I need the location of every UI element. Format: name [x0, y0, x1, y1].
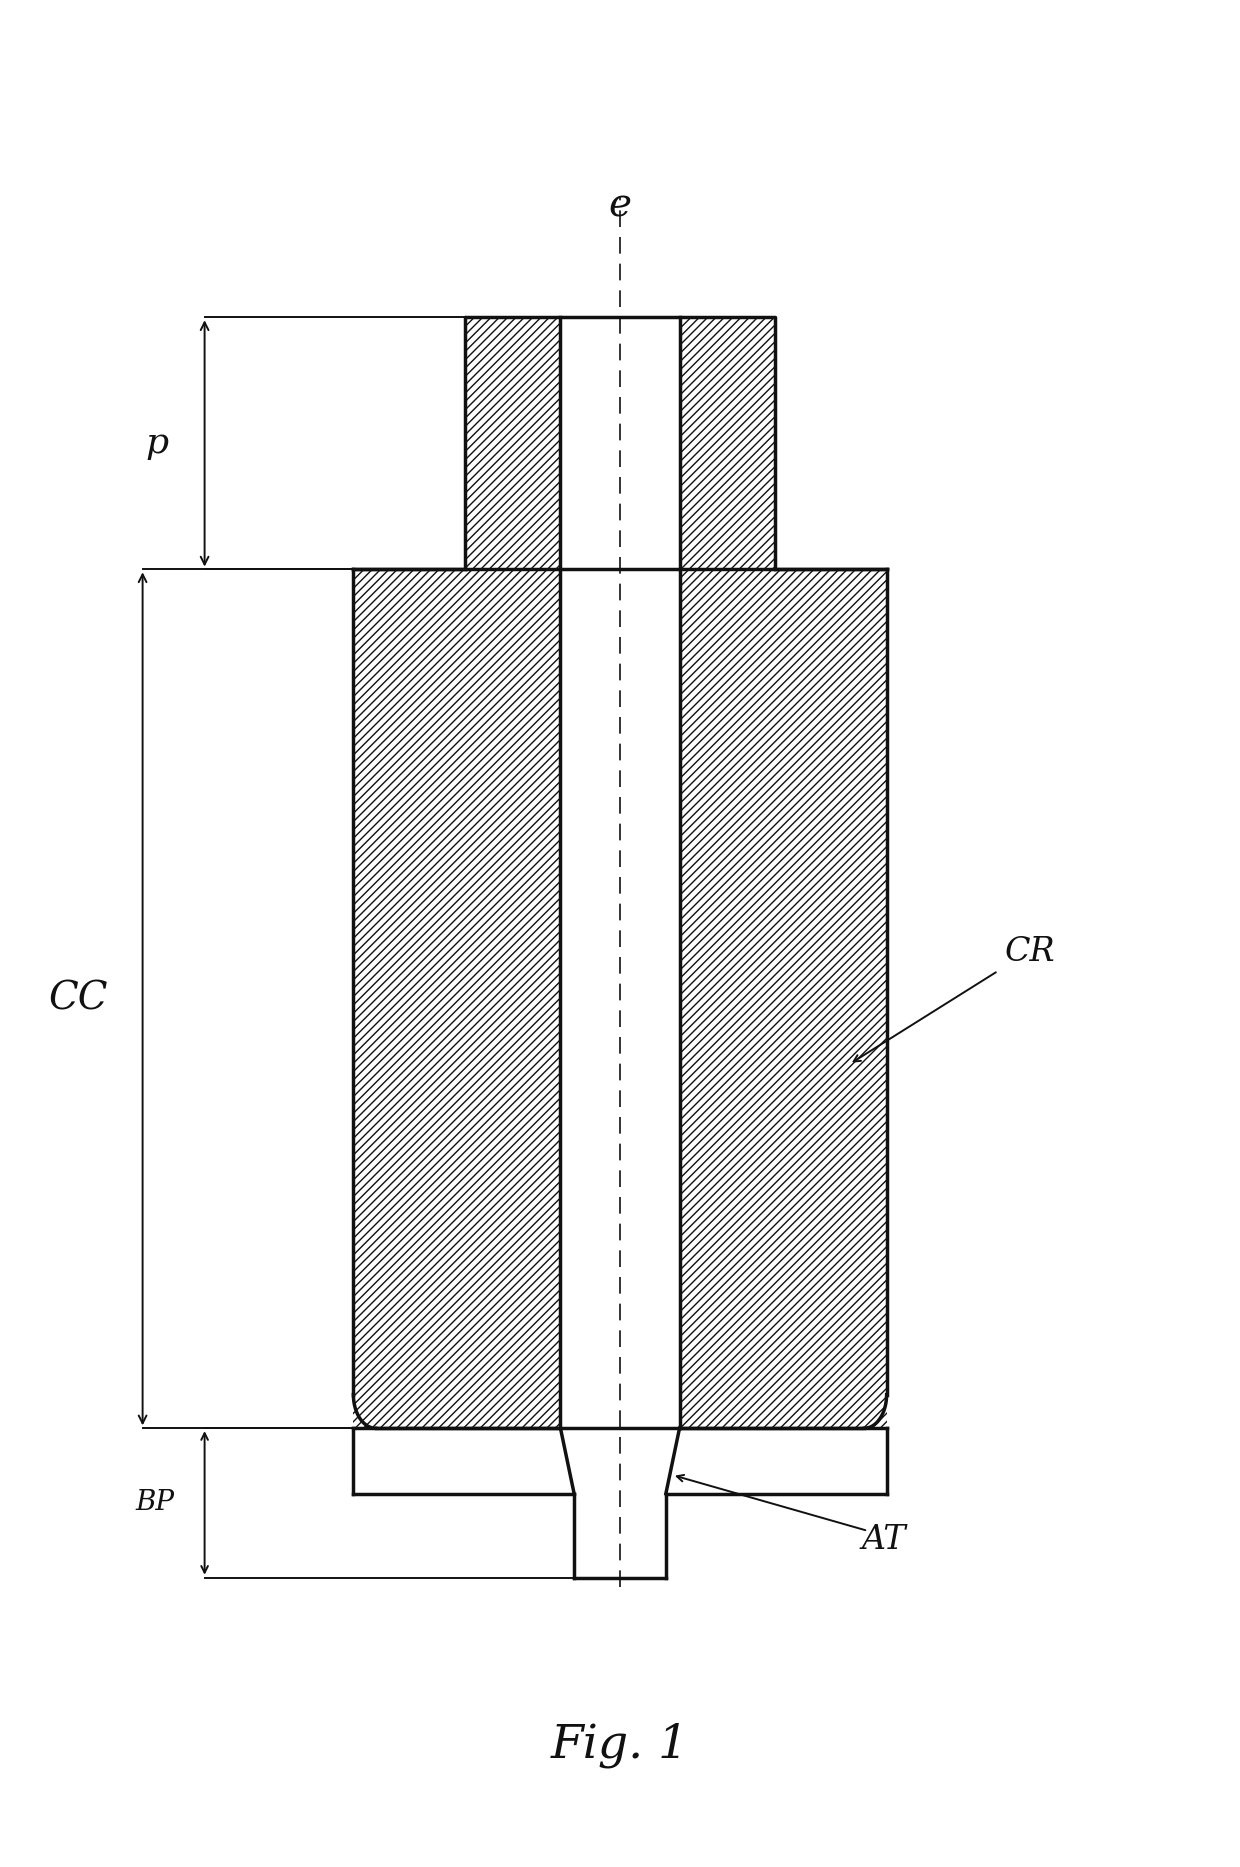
Text: CC: CC: [48, 980, 108, 1018]
Text: p: p: [146, 426, 169, 461]
Text: AT: AT: [862, 1523, 906, 1557]
Bar: [465, 317, 560, 569]
Text: CR: CR: [1004, 935, 1055, 969]
Bar: [560, 569, 680, 1428]
Bar: [560, 317, 680, 569]
Bar: [353, 569, 560, 1428]
Polygon shape: [560, 1428, 680, 1578]
Text: e: e: [609, 187, 631, 224]
Bar: [680, 317, 775, 569]
Bar: [680, 569, 887, 1428]
Text: Fig. 1: Fig. 1: [551, 1723, 689, 1768]
Text: BP: BP: [135, 1490, 175, 1516]
